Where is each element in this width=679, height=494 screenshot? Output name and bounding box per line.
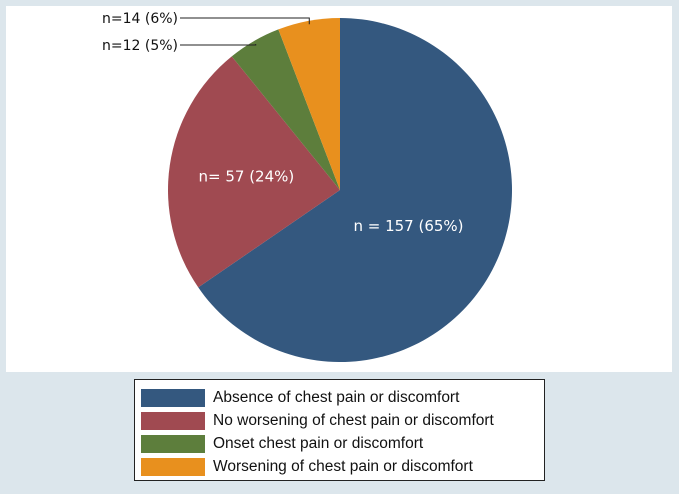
legend-label: Worsening of chest pain or discomfort (213, 458, 473, 475)
slice-onset (231, 29, 340, 191)
slice-label: n = 157 (65%) (353, 217, 463, 235)
legend-swatch (141, 435, 205, 453)
legend-item: Worsening of chest pain or discomfort (141, 457, 473, 477)
legend-swatch (141, 458, 205, 476)
slice-absence (198, 18, 512, 362)
legend-item: No worsening of chest pain or discomfort (141, 411, 494, 431)
legend: Absence of chest pain or discomfort No w… (134, 379, 545, 481)
slice-label: n= 57 (24%) (199, 167, 295, 185)
legend-label: Onset chest pain or discomfort (213, 435, 424, 452)
legend-swatch (141, 389, 205, 407)
legend-label: Absence of chest pain or discomfort (213, 389, 460, 406)
plot-area: n = 157 (65%) n= 57 (24%) n=14 (6%) n=12 (5… (6, 6, 672, 372)
legend-swatch (141, 412, 205, 430)
callout-leader-line (180, 44, 257, 46)
legend-item: Onset chest pain or discomfort (141, 434, 423, 454)
slice-no-worsening (167, 56, 340, 288)
pie-chart: n = 157 (65%) n= 57 (24%) n=14 (6%) n=12 (5… (102, 11, 512, 362)
slice-worsening (278, 18, 340, 190)
legend-label: No worsening of chest pain or discomfort (213, 412, 494, 429)
callout-label: n=14 (6%) (102, 11, 178, 27)
callout-leader-line (180, 17, 310, 25)
legend-item: Absence of chest pain or discomfort (141, 388, 459, 408)
callout-label: n=12 (5%) (102, 38, 178, 54)
